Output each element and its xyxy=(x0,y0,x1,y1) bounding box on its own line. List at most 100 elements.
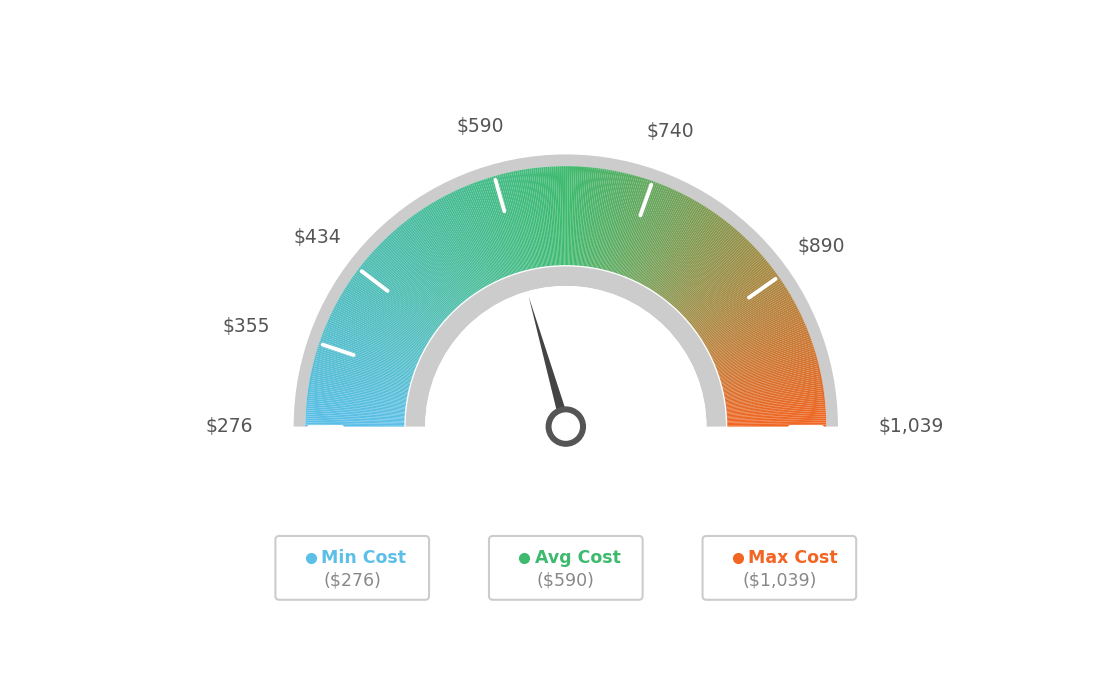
Wedge shape xyxy=(402,224,465,302)
Wedge shape xyxy=(326,323,417,364)
Wedge shape xyxy=(671,230,739,306)
Wedge shape xyxy=(728,422,826,425)
Wedge shape xyxy=(707,299,794,348)
Wedge shape xyxy=(314,358,410,385)
Wedge shape xyxy=(670,228,736,304)
Wedge shape xyxy=(499,175,526,270)
Text: ($590): ($590) xyxy=(537,572,595,590)
Wedge shape xyxy=(338,299,425,348)
Wedge shape xyxy=(314,359,410,386)
Wedge shape xyxy=(558,166,562,265)
Wedge shape xyxy=(665,221,728,299)
Wedge shape xyxy=(452,192,496,282)
Wedge shape xyxy=(707,297,793,348)
Wedge shape xyxy=(307,398,405,410)
Wedge shape xyxy=(666,222,729,301)
Wedge shape xyxy=(306,402,405,413)
Wedge shape xyxy=(683,248,757,317)
Wedge shape xyxy=(479,180,513,274)
Wedge shape xyxy=(533,168,546,266)
Wedge shape xyxy=(311,368,408,391)
Wedge shape xyxy=(352,275,434,334)
Wedge shape xyxy=(308,386,406,402)
Wedge shape xyxy=(724,376,821,396)
Wedge shape xyxy=(715,331,809,368)
Wedge shape xyxy=(569,166,572,265)
Wedge shape xyxy=(651,206,705,290)
Text: Avg Cost: Avg Cost xyxy=(534,549,620,567)
Wedge shape xyxy=(438,198,488,286)
Wedge shape xyxy=(358,268,437,330)
Wedge shape xyxy=(725,382,822,400)
Wedge shape xyxy=(714,323,806,364)
Wedge shape xyxy=(395,228,461,304)
Wedge shape xyxy=(309,380,407,399)
Wedge shape xyxy=(306,412,404,419)
Wedge shape xyxy=(636,192,680,282)
Wedge shape xyxy=(376,247,449,316)
Wedge shape xyxy=(693,267,773,328)
Wedge shape xyxy=(306,424,404,426)
Wedge shape xyxy=(599,172,623,269)
Wedge shape xyxy=(655,209,711,293)
Wedge shape xyxy=(354,273,435,333)
Wedge shape xyxy=(725,388,824,404)
Wedge shape xyxy=(596,170,617,268)
Wedge shape xyxy=(511,172,533,268)
Wedge shape xyxy=(723,366,819,390)
Text: $355: $355 xyxy=(222,317,269,336)
Wedge shape xyxy=(393,230,460,306)
Wedge shape xyxy=(545,167,554,266)
Wedge shape xyxy=(699,279,782,336)
Wedge shape xyxy=(712,316,803,359)
Wedge shape xyxy=(726,400,825,411)
Wedge shape xyxy=(617,179,650,274)
Wedge shape xyxy=(360,266,439,328)
Wedge shape xyxy=(423,208,478,292)
Bar xyxy=(425,426,707,440)
Wedge shape xyxy=(726,402,826,413)
Wedge shape xyxy=(548,167,555,266)
Wedge shape xyxy=(573,166,580,266)
Wedge shape xyxy=(315,356,411,384)
Wedge shape xyxy=(308,384,406,402)
Wedge shape xyxy=(470,184,508,277)
Wedge shape xyxy=(652,207,707,291)
Wedge shape xyxy=(668,225,732,302)
Wedge shape xyxy=(581,167,593,266)
Wedge shape xyxy=(359,267,438,328)
Wedge shape xyxy=(521,170,539,268)
Wedge shape xyxy=(458,188,500,279)
Wedge shape xyxy=(687,255,763,321)
Wedge shape xyxy=(329,316,420,359)
Wedge shape xyxy=(339,297,425,348)
Wedge shape xyxy=(489,177,520,273)
Wedge shape xyxy=(611,177,640,272)
Wedge shape xyxy=(328,319,418,362)
Wedge shape xyxy=(630,188,671,279)
Wedge shape xyxy=(631,188,673,279)
Wedge shape xyxy=(344,287,429,341)
Wedge shape xyxy=(659,213,718,295)
Wedge shape xyxy=(654,208,709,292)
Wedge shape xyxy=(327,322,418,362)
Wedge shape xyxy=(399,226,463,303)
Wedge shape xyxy=(657,211,714,294)
Wedge shape xyxy=(413,215,471,296)
Wedge shape xyxy=(437,199,487,286)
Wedge shape xyxy=(332,310,422,355)
Wedge shape xyxy=(639,195,686,284)
Wedge shape xyxy=(662,218,724,298)
Wedge shape xyxy=(497,175,524,271)
Wedge shape xyxy=(708,303,796,351)
Wedge shape xyxy=(306,416,404,422)
Wedge shape xyxy=(435,200,486,287)
Wedge shape xyxy=(315,354,411,383)
Wedge shape xyxy=(726,396,825,409)
Wedge shape xyxy=(576,167,584,266)
Wedge shape xyxy=(317,348,412,379)
Wedge shape xyxy=(336,303,424,351)
Wedge shape xyxy=(646,200,697,287)
Wedge shape xyxy=(517,170,537,268)
Wedge shape xyxy=(708,301,795,350)
